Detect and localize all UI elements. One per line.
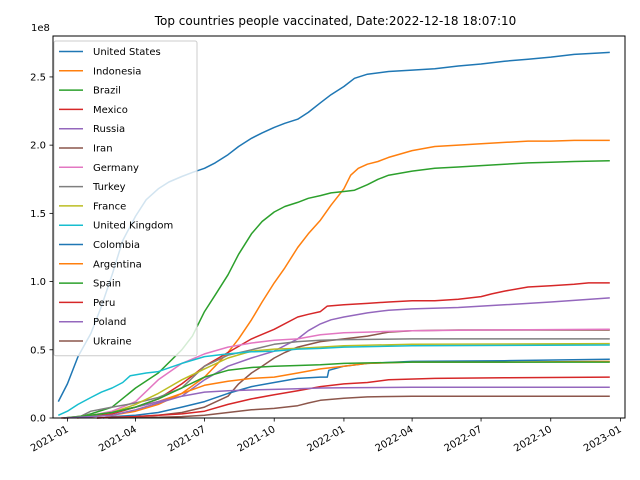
series-line-indonesia bbox=[77, 139, 610, 419]
legend-label: Poland bbox=[93, 317, 126, 328]
legend-label: Brazil bbox=[93, 86, 121, 97]
series-line-ukraine bbox=[108, 395, 610, 419]
y-tick-label: 0.0 bbox=[30, 414, 46, 425]
legend-label: Peru bbox=[93, 298, 115, 309]
y-tick-label: 1.0 bbox=[30, 277, 46, 288]
series-line-mexico bbox=[61, 282, 610, 419]
y-tick-label: 2.5 bbox=[30, 72, 46, 83]
legend-label: Colombia bbox=[93, 240, 140, 251]
legend-label: United States bbox=[93, 47, 161, 58]
y-axis: 0.0 0.5 1.0 1.5 2.0 2.5 bbox=[30, 72, 53, 425]
series-line-france bbox=[63, 342, 610, 419]
legend: United States Indonesia Brazil Mexico Russia… bbox=[53, 40, 198, 357]
legend-label: Indonesia bbox=[93, 66, 141, 77]
legend-label: Iran bbox=[93, 144, 113, 155]
series-line-spain bbox=[63, 361, 610, 419]
series-line-united-kingdom bbox=[57, 344, 610, 416]
series-line-peru bbox=[96, 376, 610, 419]
legend-label: Germany bbox=[93, 163, 139, 174]
legend-label: Argentina bbox=[93, 259, 142, 270]
y-tick-label: 0.5 bbox=[30, 345, 46, 356]
chart-title: Top countries people vaccinated, Date:20… bbox=[154, 14, 517, 28]
plot-frame bbox=[52, 35, 626, 419]
series-line-russia bbox=[67, 297, 610, 419]
legend-label: United Kingdom bbox=[93, 221, 173, 232]
legend-label: Spain bbox=[93, 279, 121, 290]
legend-label: Russia bbox=[93, 124, 125, 135]
y-tick-label: 2.0 bbox=[30, 141, 46, 152]
series-line-poland bbox=[63, 386, 610, 419]
legend-label: Ukraine bbox=[93, 337, 132, 348]
legend-label: Turkey bbox=[92, 182, 126, 193]
series-line-turkey bbox=[76, 338, 610, 419]
y-multiplier-label: 1e8 bbox=[31, 23, 50, 34]
legend-label: France bbox=[93, 201, 126, 212]
y-tick-label: 1.5 bbox=[30, 209, 46, 220]
legend-label: Mexico bbox=[93, 105, 128, 116]
legend-box bbox=[53, 40, 198, 357]
